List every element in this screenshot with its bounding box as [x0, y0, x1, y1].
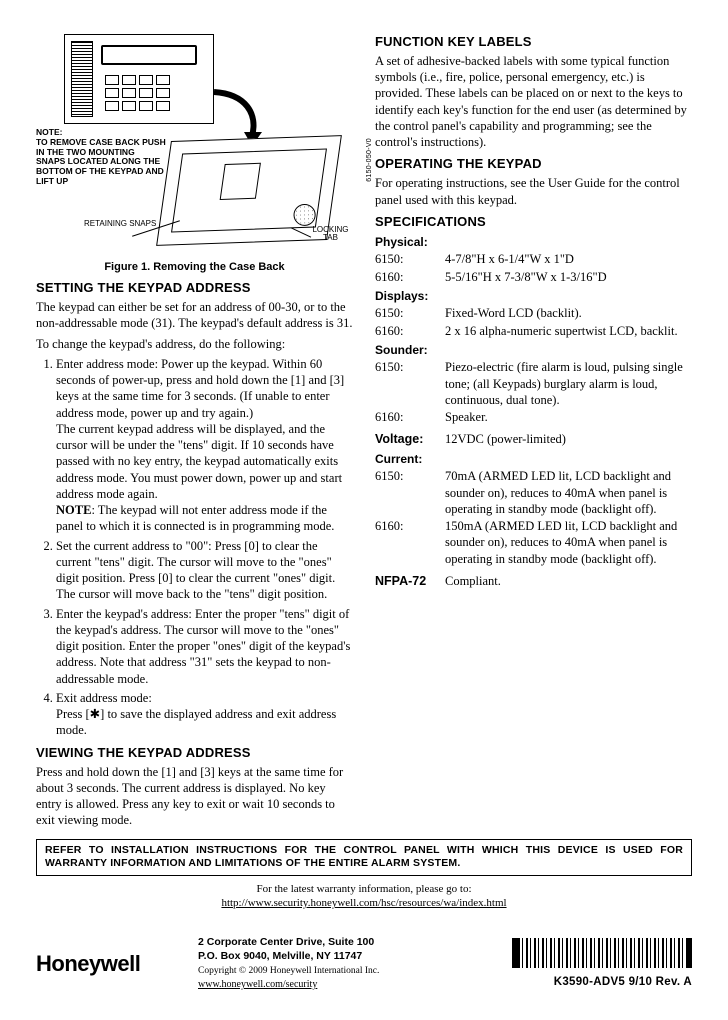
keypad-front-illustration: [64, 34, 214, 124]
heading-viewing-address: VIEWING THE KEYPAD ADDRESS: [36, 745, 353, 762]
figure-caption: Figure 1. Removing the Case Back: [36, 260, 353, 274]
copyright: Copyright © 2009 Honeywell International…: [198, 966, 379, 976]
spec-heading: Sounder:: [375, 343, 692, 359]
spec-row: 6160:150mA (ARMED LED lit, LCD backlight…: [375, 518, 692, 567]
spec-row: 6160:5-5/16"H x 7-3/8"W x 1-3/16"D: [375, 269, 692, 285]
operating-body: For operating instructions, see the User…: [375, 175, 692, 208]
step-2: Set the current address to "00": Press […: [56, 538, 353, 603]
keypad-buttons: [105, 75, 170, 111]
spec-value: Compliant.: [445, 573, 692, 589]
right-column: FUNCTION KEY LABELS A set of adhesive-ba…: [375, 28, 692, 833]
spec-value: Speaker.: [445, 409, 692, 425]
figure-1-diagram: NOTE: TO REMOVE CASE BACK PUSH IN THE TW…: [36, 28, 353, 258]
spec-value: 12VDC (power-limited): [445, 431, 692, 447]
setting-p1: The keypad can either be set for an addr…: [36, 299, 353, 332]
spec-heading: Current:: [375, 452, 692, 468]
spec-value: 5-5/16"H x 7-3/8"W x 1-3/16"D: [445, 269, 692, 285]
spec-key: 6150:: [375, 305, 445, 321]
note-body: TO REMOVE CASE BACK PUSH IN THE TWO MOUN…: [36, 137, 166, 186]
step-3: Enter the keypad's address: Enter the pr…: [56, 606, 353, 687]
left-column: NOTE: TO REMOVE CASE BACK PUSH IN THE TW…: [36, 28, 353, 833]
heading-specifications: SPECIFICATIONS: [375, 214, 692, 231]
page-footer: Honeywell 2 Corporate Center Drive, Suit…: [36, 936, 692, 991]
brand-logo: Honeywell: [36, 950, 186, 979]
barcode-block: K3590-ADV5 9/10 Rev. A: [502, 938, 692, 989]
specifications-table: Physical:6150:4-7/8"H x 6-1/4"W x 1"D616…: [375, 235, 692, 589]
spec-heading: Physical:: [375, 235, 692, 251]
company-address: 2 Corporate Center Drive, Suite 100 P.O.…: [198, 936, 490, 991]
addr-line2: P.O. Box 9040, Melville, NY 11747: [198, 950, 362, 962]
spec-value: 4-7/8"H x 6-1/4"W x 1"D: [445, 251, 692, 267]
keypad-lcd: [101, 45, 197, 65]
spec-key: 6160:: [375, 323, 445, 339]
setting-p2: To change the keypad's address, do the f…: [36, 336, 353, 352]
step-4: Exit address mode: Press [✱] to save the…: [56, 690, 353, 739]
warranty-line1: For the latest warranty information, ple…: [256, 883, 471, 895]
speaker-icon: [293, 204, 316, 227]
spec-value: 150mA (ARMED LED lit, LCD backlight and …: [445, 518, 692, 567]
spec-heading: Voltage:: [375, 431, 445, 447]
warranty-box: REFER TO INSTALLATION INSTRUCTIONS FOR T…: [36, 839, 692, 876]
label-retaining-snaps: RETAINING SNAPS: [84, 220, 156, 228]
step-1a: Enter address mode: Power up the keypad.…: [56, 357, 344, 420]
spec-key: 6150:: [375, 251, 445, 267]
spec-key: 6150:: [375, 468, 445, 517]
page-body: NOTE: TO REMOVE CASE BACK PUSH IN THE TW…: [36, 28, 692, 992]
heading-operating-keypad: OPERATING THE KEYPAD: [375, 156, 692, 173]
warranty-link-block: For the latest warranty information, ple…: [36, 882, 692, 911]
document-number: K3590-ADV5 9/10 Rev. A: [502, 975, 692, 990]
spec-value: 70mA (ARMED LED lit, LCD backlight and s…: [445, 468, 692, 517]
spec-value: Fixed-Word LCD (backlit).: [445, 305, 692, 321]
spec-value: Piezo-electric (fire alarm is loud, puls…: [445, 359, 692, 408]
label-locking-tab: LOCKING TAB: [308, 226, 353, 243]
spec-key: 6150:: [375, 359, 445, 408]
spec-row: 6150:Piezo-electric (fire alarm is loud,…: [375, 359, 692, 408]
figure-side-code: 6150-050-V0: [365, 138, 374, 182]
addr-line1: 2 Corporate Center Drive, Suite 100: [198, 936, 374, 948]
step-1-note: : The keypad will not enter address mode…: [56, 503, 334, 533]
viewing-p: Press and hold down the [1] and [3] keys…: [36, 764, 353, 829]
spec-value: 2 x 16 alpha-numeric supertwist LCD, bac…: [445, 323, 692, 339]
spec-key: 6160:: [375, 269, 445, 285]
spec-row: 6150:Fixed-Word LCD (backlit).: [375, 305, 692, 321]
address-steps-list: Enter address mode: Power up the keypad.…: [36, 356, 353, 739]
spec-row: 6160:Speaker.: [375, 409, 692, 425]
step-1: Enter address mode: Power up the keypad.…: [56, 356, 353, 535]
spec-row: 6160:2 x 16 alpha-numeric supertwist LCD…: [375, 323, 692, 339]
step-4b: Press [✱] to save the displayed address …: [56, 707, 336, 737]
note-remove-case: NOTE: TO REMOVE CASE BACK PUSH IN THE TW…: [36, 128, 166, 187]
heading-setting-address: SETTING THE KEYPAD ADDRESS: [36, 280, 353, 297]
spec-heading: Displays:: [375, 289, 692, 305]
company-url[interactable]: www.honeywell.com/security: [198, 979, 317, 990]
step-1b: The current keypad address will be displ…: [56, 422, 342, 501]
spec-heading: NFPA-72: [375, 573, 445, 589]
step-4a: Exit address mode:: [56, 691, 152, 705]
spec-row: 6150:4-7/8"H x 6-1/4"W x 1"D: [375, 251, 692, 267]
spec-key: 6160:: [375, 518, 445, 567]
spec-row: Voltage:12VDC (power-limited): [375, 431, 692, 447]
footer-section: REFER TO INSTALLATION INSTRUCTIONS FOR T…: [36, 833, 692, 992]
warranty-url[interactable]: http://www.security.honeywell.com/hsc/re…: [221, 897, 506, 909]
spec-key: 6160:: [375, 409, 445, 425]
spec-row: NFPA-72Compliant.: [375, 573, 692, 589]
function-key-body: A set of adhesive-backed labels with som…: [375, 53, 692, 151]
spec-row: 6150:70mA (ARMED LED lit, LCD backlight …: [375, 468, 692, 517]
step-1-note-label: NOTE: [56, 503, 91, 517]
heading-function-key-labels: FUNCTION KEY LABELS: [375, 34, 692, 51]
